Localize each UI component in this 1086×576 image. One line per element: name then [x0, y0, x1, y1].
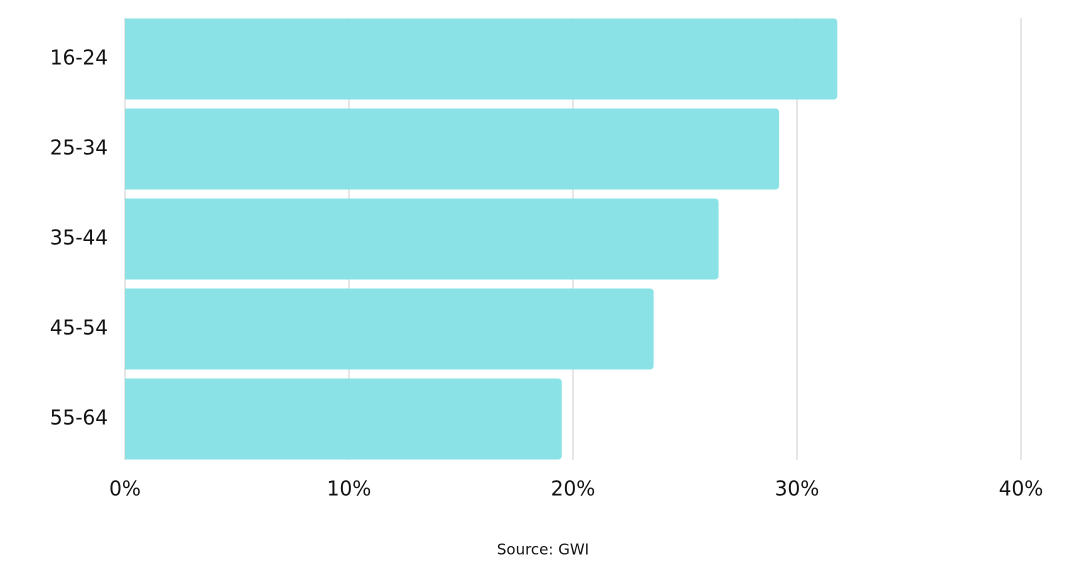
- bar: [125, 18, 838, 100]
- y-tick-label: 45-54: [50, 316, 108, 340]
- labels: 0% 10% 20% 30% 40% 16-24 25-34 35-44 45-54 55-64: [50, 46, 1043, 501]
- bars: [125, 18, 838, 460]
- y-tick-label: 35-44: [50, 226, 108, 250]
- bar: [125, 288, 654, 370]
- y-tick-label: 16-24: [50, 46, 108, 70]
- bar: [125, 198, 719, 280]
- y-tick-label: 25-34: [50, 136, 108, 160]
- x-tick-label: 0%: [109, 477, 141, 501]
- x-tick-label: 30%: [775, 477, 819, 501]
- x-tick-label: 10%: [327, 477, 371, 501]
- bar: [125, 378, 562, 460]
- x-tick-label: 40%: [999, 477, 1043, 501]
- bar: [125, 108, 780, 190]
- x-tick-label: 20%: [551, 477, 595, 501]
- y-tick-label: 55-64: [50, 406, 108, 430]
- source-note: Source: GWI: [497, 541, 589, 559]
